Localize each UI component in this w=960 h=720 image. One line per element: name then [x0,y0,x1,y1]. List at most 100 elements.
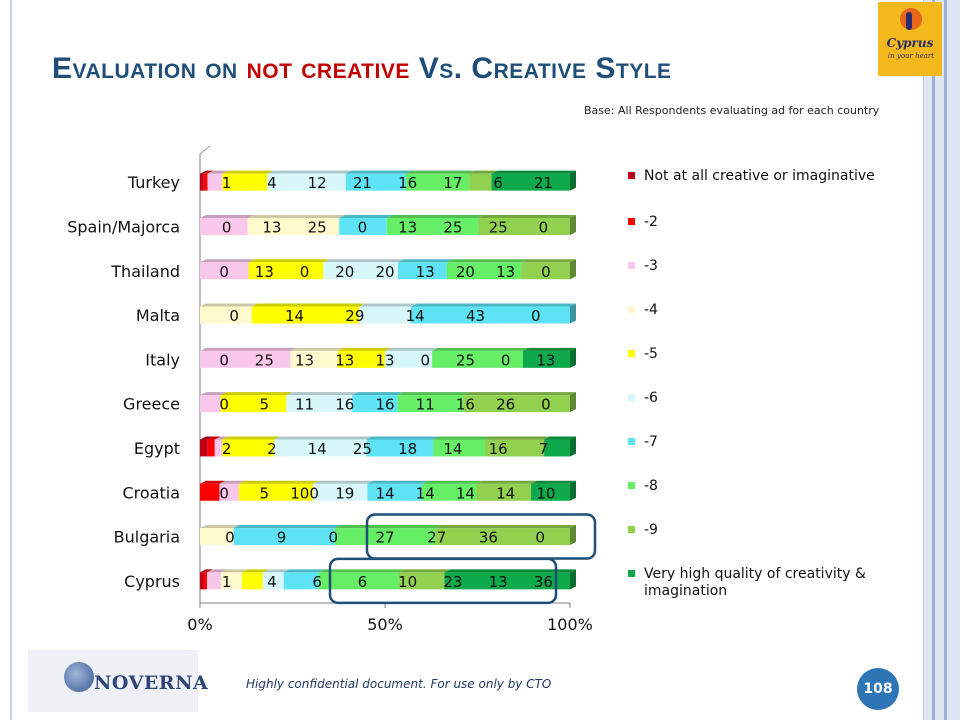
bar-segment [200,262,249,280]
bar-segment-top [200,170,210,174]
bar-segment-top [397,392,470,396]
bar-segment-top [405,170,476,174]
data-label: 43 [466,307,485,325]
bar-segment-top [334,525,442,529]
bar-segment [433,439,485,457]
data-label: 1 [222,573,232,591]
data-label: 100 [290,484,319,502]
bar-segment [531,483,570,501]
data-label: 11 [416,396,435,414]
data-label: 0 [225,529,235,547]
data-label: 2 [267,440,277,458]
data-label: 20 [375,263,394,281]
data-label: 16 [456,396,475,414]
data-label: 23 [443,573,462,591]
bar-segment [251,306,360,324]
data-label: 0 [229,307,239,325]
bar-segment [318,572,399,590]
data-label: 10 [536,484,555,502]
data-label: 0 [539,218,549,236]
category-label: Bulgaria [114,528,180,547]
data-label: 26 [496,396,515,414]
bar-segment [521,262,570,280]
bar-segment [241,572,263,590]
bar-segment-top [200,525,240,529]
bar-segment-top [345,170,412,174]
bar-segment [200,483,220,501]
bar-segment [207,439,215,457]
bar-segment [367,483,422,501]
legend-label: Not at all creative or imaginative [644,168,875,184]
bar-segment-side [570,303,576,324]
bar-segment-top [544,436,576,440]
data-label: 21 [353,174,372,192]
confidential-footer: Highly confidential document. For use on… [246,677,552,691]
bar-segment-top [444,569,576,573]
bar-segment-top [398,259,453,263]
bar-segment [398,262,447,280]
data-label: 0 [420,351,430,369]
data-label: 2 [222,440,232,458]
bar-segment-top [433,436,491,440]
bar-segment-top [200,347,297,351]
data-label: 4 [267,174,277,192]
bar-segment [200,217,248,235]
bar-segment-top [352,392,404,396]
wall-edge [199,145,211,155]
bar-segment [432,350,523,368]
bar-segment-top [398,569,451,573]
figure-icon [906,12,912,30]
bar-segment [200,528,234,546]
bar-segment [446,262,522,280]
bar-segment [522,350,570,368]
bar-segment [200,572,204,590]
page-number: 108 [857,668,899,710]
legend-swatch [628,482,635,489]
data-label: 13 [262,218,281,236]
data-label: 7 [539,440,549,458]
bar-segment-top [274,436,373,440]
bar-segment [334,528,436,546]
cyprus-logo: Cyprus in your heart [878,2,942,76]
title-part-1: Evaluation on [52,52,238,85]
data-label: 25 [456,351,475,369]
data-label: 16 [375,396,394,414]
legend-label: -2 [644,214,658,230]
legend-label: -9 [644,522,658,538]
bar-segment-top [359,303,417,307]
bar-segment [222,173,268,191]
bar-segment-side [570,347,576,368]
logo-subtext: in your heart [887,52,935,60]
legend-swatch [628,218,635,225]
company-name: NOVERNA [94,672,209,694]
bar-segment [248,262,324,280]
bar-segment-top [484,436,551,440]
data-label: 0 [541,396,551,414]
data-label: 11 [295,396,314,414]
bar-segment-top [203,170,214,174]
bar-segment-top [200,392,227,396]
data-label: 13 [496,263,515,281]
bar-segment-top [531,480,576,484]
data-label: 0 [358,218,368,236]
bar-segment [238,483,313,501]
decor-stripe [932,0,935,720]
data-label: 9 [277,529,287,547]
data-label: 0 [535,529,545,547]
data-label: 16 [398,174,417,192]
data-label: 13 [295,351,314,369]
bar-segment [262,572,284,590]
legend-swatch [628,570,635,577]
data-label: 14 [406,307,425,325]
bar-segment-top [247,214,346,218]
bar-segment [422,483,477,501]
data-label: 0 [219,263,229,281]
bar-segment [219,483,239,501]
logo-text: Cyprus [886,36,934,50]
bar-segment-top [220,569,248,573]
bar-segment [286,395,353,413]
bar-segment-top [491,170,576,174]
bar-segment-top [200,259,255,263]
data-label: 14 [443,440,462,458]
legend-label: Very high quality of creativity & imagin… [644,566,866,599]
